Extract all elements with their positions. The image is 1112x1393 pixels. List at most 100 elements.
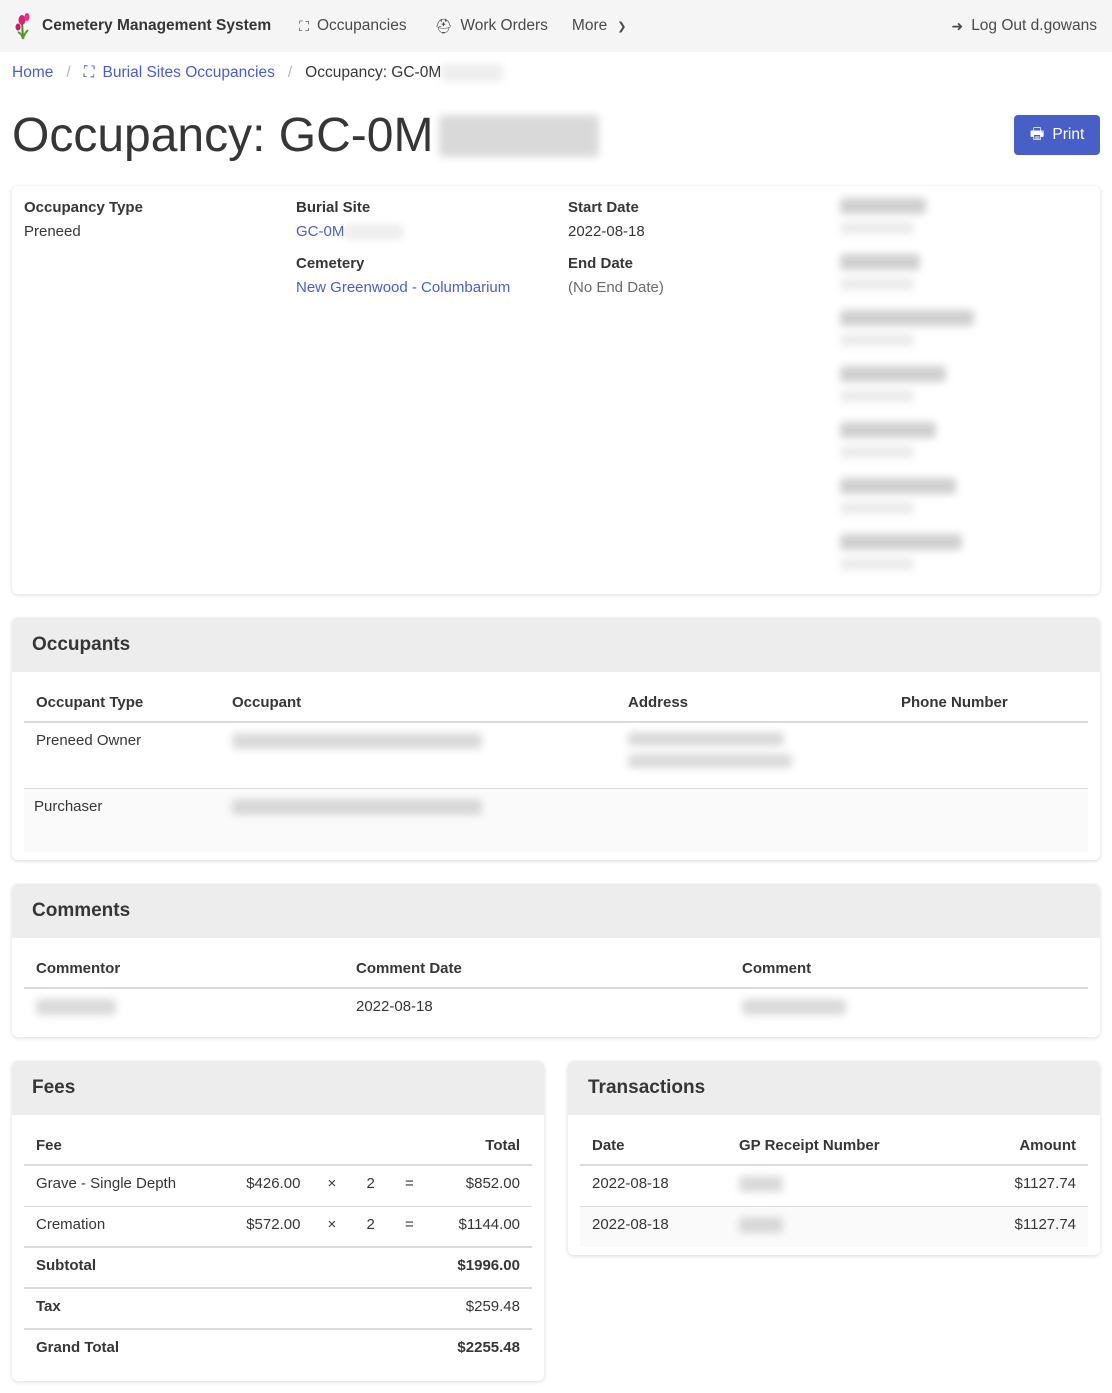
- transaction-date: 2022-08-18: [592, 1215, 669, 1233]
- start-date-label: Start Date: [568, 199, 639, 216]
- column-header: Phone Number: [889, 684, 1088, 723]
- fee-name: Cremation: [24, 1206, 220, 1248]
- column-header: Address: [616, 684, 889, 723]
- occupancy-type-label: Occupancy Type: [24, 199, 143, 216]
- column-header: Comment: [730, 950, 1088, 989]
- nav-work-orders[interactable]: ⛑ Work Orders: [435, 17, 548, 35]
- fee-row: Cremation $572.00 × 2 = $1144.00: [24, 1206, 532, 1248]
- occupant-address: [616, 722, 889, 789]
- equals-sign: =: [389, 1165, 429, 1207]
- fee-name: Grave - Single Depth: [24, 1165, 220, 1207]
- column-header: Occupant Type: [24, 684, 220, 723]
- nav-work-orders-label: Work Orders: [460, 17, 548, 34]
- brand-link[interactable]: Cemetery Management System: [14, 12, 271, 40]
- occupancy-details-card: Occupancy Type Preneed Burial Site GC-0M…: [12, 186, 1100, 594]
- print-label: Print: [1052, 126, 1085, 143]
- tax-label: Tax: [24, 1288, 429, 1330]
- cemetery-label: Cemetery: [296, 255, 365, 272]
- fee-unit-price: $572.00: [219, 1206, 313, 1248]
- column-header: Comment Date: [344, 950, 730, 989]
- occupant-name: [220, 722, 616, 789]
- occupant-type: Preneed Owner: [24, 722, 220, 789]
- fee-total: $1144.00: [428, 1206, 532, 1248]
- transactions-title: Transactions: [568, 1061, 1100, 1115]
- nav-more-dropdown[interactable]: More ❯: [572, 17, 627, 35]
- fee-row: Grave - Single Depth $426.00 × 2 = $852.00: [24, 1165, 532, 1207]
- breadcrumb-home[interactable]: Home: [12, 64, 54, 81]
- comments-panel: Comments Commentor Comment Date Comment 20…: [12, 884, 1100, 1037]
- receipt-number: [727, 1165, 965, 1207]
- fees-panel: Fees Fee Total Grave - Single Depth $426.0…: [12, 1061, 544, 1381]
- transaction-amount: $1127.74: [964, 1165, 1088, 1207]
- start-date-value: 2022-08-18: [568, 223, 645, 240]
- multiply-sign: ×: [312, 1165, 352, 1207]
- comment-date: 2022-08-18: [356, 998, 433, 1015]
- breadcrumb-current: Occupancy: GC-0M: [305, 64, 442, 81]
- occupancy-icon: ⛶: [299, 17, 309, 34]
- print-icon: 🖶: [1029, 125, 1045, 143]
- fees-title: Fees: [12, 1061, 544, 1115]
- logout-label: Log Out d.gowans: [971, 17, 1097, 34]
- breadcrumb-burial-sites[interactable]: ⛶ Burial Sites Occupancies: [84, 64, 275, 82]
- sign-out-icon: ➜: [951, 17, 964, 34]
- hard-hat-icon: ⛑: [434, 17, 453, 34]
- top-navbar: Cemetery Management System ⛶ Occupancies …: [0, 0, 1112, 52]
- comments-table: Commentor Comment Date Comment 2022-08-18: [24, 950, 1088, 1029]
- redacted-fields: [840, 198, 974, 570]
- subtotal-label: Subtotal: [24, 1247, 429, 1289]
- occupancy-type-value: Preneed: [24, 223, 81, 240]
- transaction-date: 2022-08-18: [580, 1165, 727, 1207]
- fee-quantity: 2: [351, 1165, 390, 1207]
- fees-table: Fee Total Grave - Single Depth $426.00 × 2 = $…: [24, 1127, 532, 1370]
- transaction-amount: $1127.74: [1014, 1215, 1076, 1233]
- fee-total: $852.00: [428, 1165, 532, 1207]
- grand-total-label: Grand Total: [36, 1339, 120, 1356]
- nav-occupancies[interactable]: ⛶ Occupancies: [299, 17, 406, 35]
- cemetery-link[interactable]: New Greenwood - Columbarium: [296, 279, 511, 296]
- table-row: 2022-08-18: [24, 988, 1088, 1029]
- tax-row: Tax $259.48: [24, 1288, 532, 1330]
- column-header: Occupant: [220, 684, 616, 723]
- redacted-text: [439, 114, 600, 157]
- tulip-logo-icon: [15, 13, 30, 40]
- redacted-text: [441, 64, 504, 82]
- multiply-sign: ×: [312, 1206, 352, 1248]
- end-date-value: (No End Date): [568, 279, 664, 296]
- occupant-phone: [889, 722, 1088, 789]
- grand-total-row: Grand Total $2255.48: [24, 1329, 532, 1370]
- equals-sign: =: [389, 1206, 429, 1248]
- end-date-label: End Date: [568, 255, 634, 272]
- redacted-text: [344, 224, 405, 241]
- breadcrumb-separator: /: [287, 64, 293, 81]
- burial-site-value: GC-0M: [296, 223, 345, 240]
- occupant-name: [220, 788, 616, 852]
- column-header: Total: [428, 1127, 532, 1166]
- occupants-table: Occupant Type Occupant Address Phone Number…: [24, 684, 1088, 852]
- burial-site-link[interactable]: GC-0M: [296, 223, 405, 241]
- transactions-panel: Transactions Date GP Receipt Number Amount…: [568, 1061, 1100, 1255]
- tax-value: $259.48: [428, 1288, 532, 1330]
- page-title: Occupancy: GC-0M: [12, 108, 600, 163]
- nav-occupancies-label: Occupancies: [316, 17, 407, 34]
- brand-name: Cemetery Management System: [42, 17, 272, 34]
- logout-link[interactable]: ➜ Log Out d.gowans: [951, 17, 1097, 35]
- commentor: [24, 988, 344, 1029]
- table-row: 2022-08-18 $1127.74: [580, 1165, 1088, 1207]
- column-header: GP Receipt Number: [727, 1127, 965, 1166]
- print-button[interactable]: 🖶 Print: [1014, 115, 1100, 155]
- column-header: Date: [580, 1127, 727, 1166]
- table-row: Purchaser: [24, 788, 1088, 852]
- nav-more-label: More: [571, 17, 608, 34]
- occupants-title: Occupants: [12, 618, 1100, 672]
- breadcrumb-burial-sites-label: Burial Sites Occupancies: [102, 64, 275, 81]
- subtotal-value: $1996.00: [428, 1247, 532, 1289]
- breadcrumb-separator: /: [66, 64, 71, 81]
- table-row: 2022-08-18 $1127.74: [580, 1206, 1088, 1247]
- table-row: Preneed Owner: [24, 722, 1088, 789]
- grand-total-value: $2255.48: [457, 1339, 520, 1356]
- receipt-number: [727, 1206, 965, 1247]
- breadcrumb: Home / ⛶ Burial Sites Occupancies / Occup…: [12, 64, 504, 82]
- column-header: Commentor: [24, 950, 344, 989]
- transactions-table: Date GP Receipt Number Amount 2022-08-18 $1…: [580, 1127, 1088, 1247]
- comments-title: Comments: [12, 884, 1100, 938]
